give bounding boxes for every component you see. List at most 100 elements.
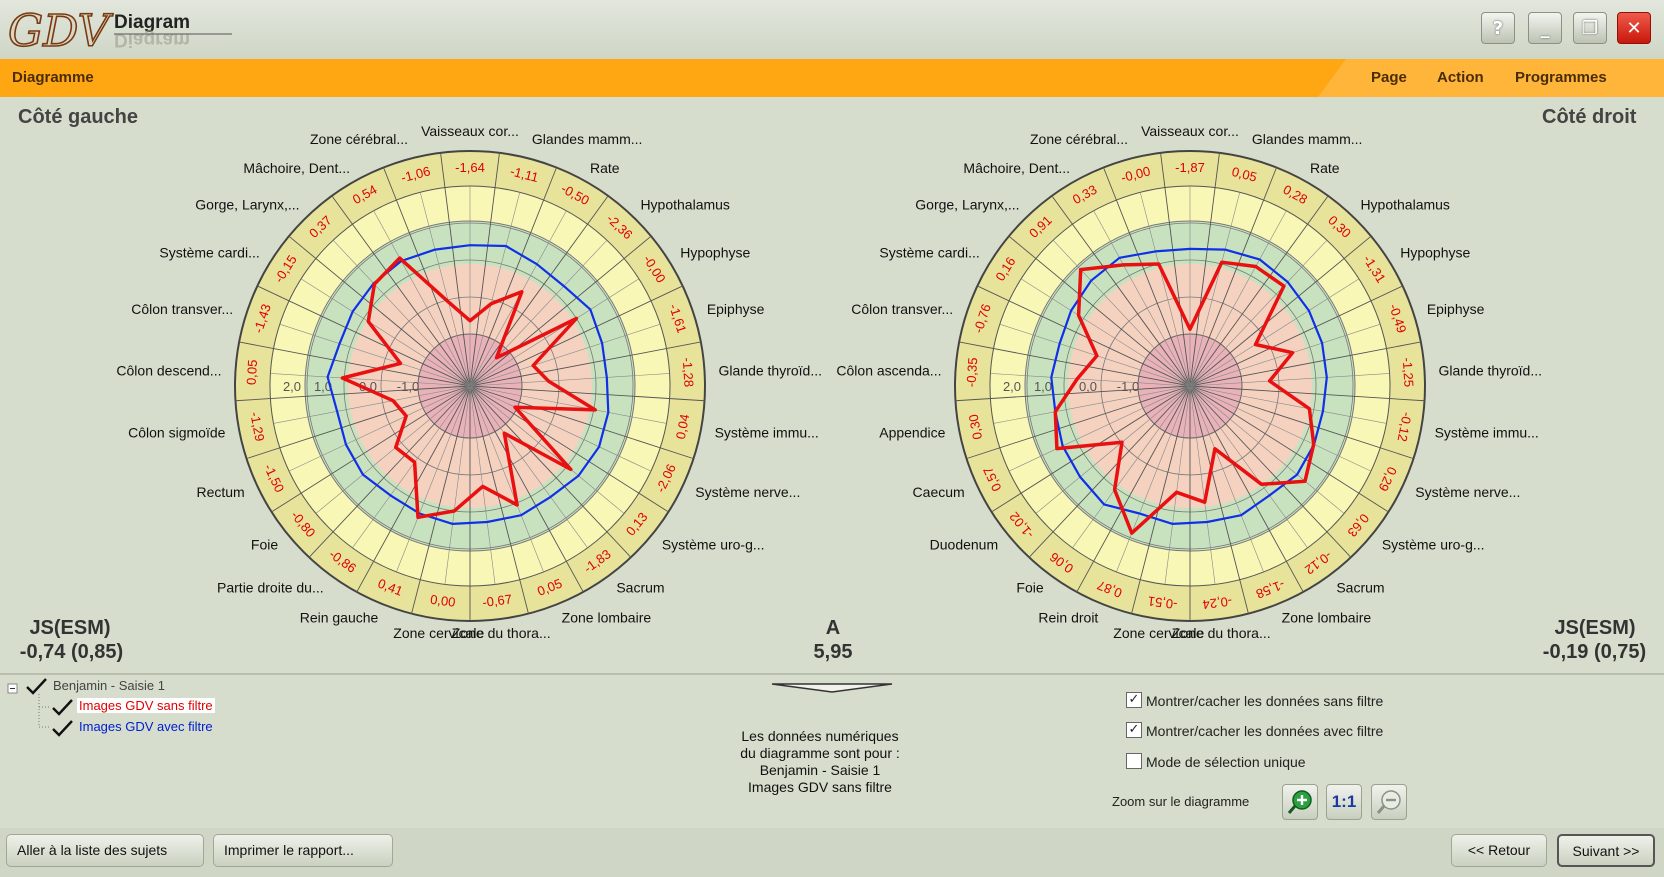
value-label: -0,51 bbox=[1147, 594, 1178, 613]
value-label: -1,11 bbox=[509, 163, 541, 185]
tree-check-icon[interactable] bbox=[50, 718, 76, 738]
series-filtered-line bbox=[1050, 247, 1328, 526]
radar-charts: -1,64 Vaisseaux cor... -1,11 Glandes mamm..… bbox=[116, 123, 1542, 641]
category-label: Foie bbox=[251, 537, 278, 553]
spoke-line bbox=[1189, 285, 1403, 387]
category-label: Côlon transver... bbox=[131, 301, 233, 317]
ring-label: -1,0 bbox=[1117, 379, 1139, 394]
spoke-line bbox=[469, 385, 632, 558]
category-label: Zone du thora... bbox=[452, 625, 551, 641]
show-filtered-checkbox[interactable]: ✓ bbox=[1126, 722, 1142, 738]
value-label: -1,25 bbox=[1400, 357, 1417, 388]
tree-check-icon[interactable] bbox=[50, 697, 76, 717]
category-label: Vaisseaux cor... bbox=[421, 123, 519, 139]
menu-programmes[interactable]: Programmes bbox=[1515, 69, 1607, 86]
back-button[interactable]: << Retour bbox=[1451, 834, 1547, 867]
category-label: Zone du thora... bbox=[1172, 625, 1271, 641]
tree-expand-icon[interactable] bbox=[8, 684, 18, 694]
spoke-line bbox=[469, 385, 669, 513]
left-stat-label: JS(ESM) bbox=[29, 617, 111, 639]
category-label: Système immu... bbox=[715, 425, 819, 441]
ring-label: 1,0 bbox=[1034, 379, 1052, 394]
value-label: 0,30 bbox=[966, 413, 985, 441]
splitter-handle[interactable] bbox=[770, 680, 894, 696]
axis-line bbox=[332, 240, 471, 387]
spoke-line bbox=[1189, 341, 1421, 387]
value-label: -0,00 bbox=[1119, 163, 1151, 185]
subject-list-button[interactable]: Aller à la liste des sujets bbox=[6, 834, 204, 867]
spoke-line bbox=[1076, 385, 1191, 593]
zoom-out-button[interactable] bbox=[1371, 784, 1407, 820]
category-label: Glande thyroïd... bbox=[1439, 362, 1543, 378]
spoke-line bbox=[959, 341, 1191, 387]
title-bar: GDV Diagram Diagram ? _ ❐ ✕ bbox=[0, 0, 1664, 59]
left-side-title: Côté gauche bbox=[18, 106, 139, 128]
category-label: Système nerve... bbox=[1415, 484, 1520, 500]
spoke-line bbox=[1189, 385, 1249, 614]
left-radar-chart[interactable]: -1,64 Vaisseaux cor... -1,11 Glandes mamm..… bbox=[116, 123, 822, 641]
category-label: Rectum bbox=[196, 484, 244, 500]
value-label: -0,35 bbox=[963, 357, 980, 388]
category-label: Zone cervicale bbox=[393, 625, 484, 641]
numeric-data-info: Les données numériques du diagramme sont… bbox=[700, 728, 940, 796]
axis-line bbox=[1189, 385, 1345, 514]
category-label: Appendice bbox=[879, 425, 945, 441]
axis-line bbox=[990, 373, 1191, 387]
value-label: 0,05 bbox=[244, 359, 261, 385]
category-label: Zone lombaire bbox=[562, 610, 652, 626]
next-button[interactable]: Suivant >> bbox=[1557, 834, 1655, 867]
tree-root-label[interactable]: Benjamin - Saisie 1 bbox=[53, 678, 165, 693]
axis-line bbox=[1189, 240, 1328, 387]
spoke-line bbox=[1160, 152, 1191, 387]
single-selection-label[interactable]: Mode de sélection unique bbox=[1146, 754, 1306, 770]
value-label: -0,12 bbox=[1395, 411, 1415, 443]
category-label: Système cardi... bbox=[159, 245, 259, 261]
single-selection-checkbox[interactable] bbox=[1126, 753, 1142, 769]
right-radar-chart[interactable]: -1,87 Vaisseaux cor... -0,00 Zone cérébral.… bbox=[836, 123, 1542, 641]
menu-action[interactable]: Action bbox=[1437, 69, 1484, 86]
spoke-line bbox=[1189, 385, 1414, 460]
menu-page[interactable]: Page bbox=[1371, 69, 1407, 86]
spoke-line bbox=[1189, 235, 1372, 387]
show-unfiltered-label[interactable]: Montrer/cacher les données sans filtre bbox=[1146, 693, 1384, 709]
spoke-line bbox=[308, 385, 471, 558]
zoom-in-button[interactable] bbox=[1282, 784, 1318, 820]
spoke-line bbox=[1008, 235, 1191, 387]
close-button[interactable]: ✕ bbox=[1617, 12, 1651, 44]
right-stat-value: -0,19 (0,75) bbox=[1542, 641, 1647, 663]
value-label: -0,24 bbox=[1202, 594, 1233, 613]
category-label: Glande thyroïd... bbox=[719, 362, 823, 378]
series-filtered-line bbox=[326, 244, 610, 526]
value-label: 0,04 bbox=[673, 413, 692, 441]
axis-line bbox=[1093, 210, 1191, 387]
print-report-button[interactable]: Imprimer le rapport... bbox=[213, 834, 393, 867]
zoom-reset-button[interactable]: 1:1 bbox=[1326, 784, 1362, 820]
axis-line bbox=[469, 240, 608, 387]
tree-lines bbox=[7, 683, 50, 728]
show-unfiltered-checkbox[interactable]: ✓ bbox=[1126, 692, 1142, 708]
axis-line bbox=[1116, 385, 1191, 573]
axis-line bbox=[1189, 210, 1287, 387]
category-label: Côlon descend... bbox=[116, 362, 221, 378]
axis-line bbox=[469, 385, 544, 573]
spoke-line bbox=[246, 385, 471, 460]
tree-item-filtered[interactable]: Images GDV avec filtre bbox=[79, 719, 213, 734]
axis-line bbox=[300, 278, 471, 387]
axis-line bbox=[419, 192, 471, 387]
axis-line bbox=[469, 373, 670, 387]
panel-separator bbox=[0, 673, 1664, 675]
minimize-button[interactable]: _ bbox=[1528, 12, 1562, 44]
tree-item-unfiltered[interactable]: Images GDV sans filtre bbox=[77, 698, 215, 713]
value-label: -1,87 bbox=[1175, 160, 1205, 175]
axis-line bbox=[273, 385, 471, 424]
restore-button[interactable]: ❐ bbox=[1573, 12, 1607, 44]
axis-line bbox=[373, 210, 471, 387]
help-button[interactable]: ? bbox=[1481, 12, 1515, 44]
category-label: Système nerve... bbox=[695, 484, 800, 500]
axis-line bbox=[1072, 385, 1191, 548]
tree-check-icon[interactable] bbox=[24, 676, 50, 696]
right-side-title: Côté droit bbox=[1542, 106, 1637, 128]
axis-line bbox=[444, 385, 471, 585]
show-filtered-label[interactable]: Montrer/cacher les données avec filtre bbox=[1146, 723, 1384, 739]
